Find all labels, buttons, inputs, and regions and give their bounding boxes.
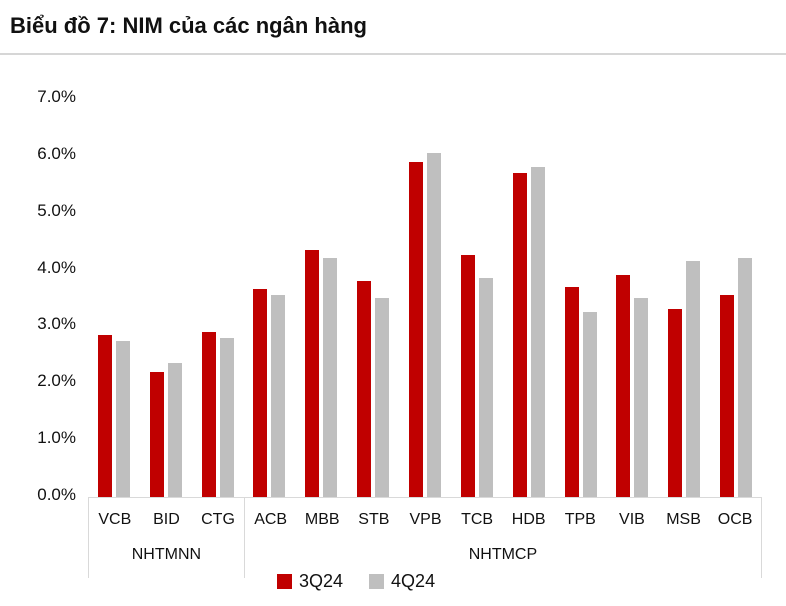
category-ocb [710, 99, 762, 497]
plot-area [88, 99, 762, 497]
bank-label-hdb: HDB [511, 511, 546, 528]
bank-label-vib: VIB [619, 511, 645, 528]
category-acb [244, 99, 296, 497]
bar-pair [668, 99, 701, 497]
category-stb [347, 99, 399, 497]
bar-tpb-4q24 [582, 312, 597, 497]
category-bid [140, 99, 192, 497]
category-vib [606, 99, 658, 497]
category-tpb [555, 99, 607, 497]
bank-label-ocb: OCB [717, 511, 753, 528]
bar-pair [253, 99, 286, 497]
bar-ocb-4q24 [738, 258, 753, 497]
bank-label-tcb: TCB [461, 511, 494, 528]
y-tick-label: 6.0% [37, 143, 76, 163]
legend-swatch-icon [277, 573, 292, 589]
bar-tcb-4q24 [478, 278, 493, 497]
bar-pair [408, 99, 441, 497]
bank-label-msb: MSB [666, 511, 701, 528]
bank-label-row: ACB MBB STB VPB TCB HDB TPB VIB MSB OCB [245, 498, 761, 542]
bank-label-mbb: MBB [304, 511, 340, 528]
bar-tcb-3q24 [460, 255, 475, 497]
bar-vcb-3q24 [97, 334, 112, 497]
group-label-nhtmnn: NHTMNN [131, 546, 202, 563]
y-tick-label: 7.0% [37, 87, 76, 106]
category-tcb [451, 99, 503, 497]
bar-pair [305, 99, 338, 497]
bar-stb-4q24 [375, 298, 390, 497]
category-axis: VCB BID CTG NHTMNN ACB MBB STB VPB TCB HDB TPB VIB M… [88, 497, 762, 578]
y-tick-label: 2.0% [37, 371, 76, 391]
bar-vpb-4q24 [426, 153, 441, 497]
bar-msb-4q24 [686, 261, 701, 497]
bar-mbb-4q24 [323, 258, 338, 497]
bank-label-vpb: VPB [409, 511, 442, 528]
group-box-nhtmnn: VCB BID CTG NHTMNN [88, 498, 244, 578]
title-divider [0, 53, 786, 55]
bar-acb-3q24 [253, 289, 268, 497]
category-vcb [88, 99, 140, 497]
category-vpb [399, 99, 451, 497]
legend-label: 3Q24 [299, 570, 344, 591]
bar-vcb-4q24 [115, 340, 130, 497]
bank-label-stb: STB [358, 511, 390, 528]
bank-label-row: VCB BID CTG [89, 498, 244, 542]
y-tick-label: 1.0% [37, 428, 76, 448]
bank-label-tpb: TPB [564, 511, 596, 528]
legend-item-3q24: 3Q24 [277, 571, 343, 592]
y-tick-label: 4.0% [37, 257, 76, 277]
legend-swatch-icon [369, 573, 385, 589]
bar-pair [564, 99, 597, 497]
y-tick-label: 5.0% [37, 200, 76, 220]
bar-pair [720, 99, 753, 497]
chart-title: Biểu đồ 7: NIM của các ngân hàng [10, 13, 367, 38]
bar-vpb-3q24 [408, 161, 423, 497]
bar-stb-3q24 [357, 280, 372, 497]
bar-pair [512, 99, 545, 497]
bar-bid-4q24 [167, 363, 182, 497]
bank-label-bid: BID [153, 511, 180, 528]
bar-ocb-3q24 [720, 295, 735, 497]
bar-pair [201, 99, 234, 497]
bar-ctg-3q24 [201, 332, 216, 497]
bar-vib-3q24 [616, 275, 631, 497]
bank-label-ctg: CTG [201, 511, 235, 528]
bar-acb-4q24 [271, 295, 286, 497]
bar-hdb-4q24 [530, 167, 545, 497]
bar-pair [97, 99, 130, 497]
bar-msb-3q24 [668, 309, 683, 497]
category-msb [658, 99, 710, 497]
bank-label-acb: ACB [254, 511, 288, 528]
group-box-nhtmcp: ACB MBB STB VPB TCB HDB TPB VIB MSB OCB NHTMCP [243, 498, 762, 578]
bar-ctg-4q24 [219, 337, 234, 497]
category-mbb [295, 99, 347, 497]
bar-vib-4q24 [634, 298, 649, 497]
category-ctg [192, 99, 244, 497]
y-tick-label: 0.0% [37, 485, 76, 504]
y-tick-label: 3.0% [37, 314, 76, 334]
bar-pair [460, 99, 493, 497]
legend-item-4q24: 4Q24 [369, 571, 435, 592]
bar-pair [357, 99, 390, 497]
group-label-nhtmcp: NHTMCP [468, 546, 538, 563]
bar-pair [616, 99, 649, 497]
y-axis: 0.0% 1.0% 2.0% 3.0% 4.0% 5.0% 6.0% 7.0% [0, 87, 80, 504]
bar-pair [149, 99, 182, 497]
legend: 3Q24 4Q24 [277, 570, 435, 592]
category-hdb [503, 99, 555, 497]
legend-label: 4Q24 [391, 570, 436, 591]
bar-hdb-3q24 [512, 172, 527, 497]
bar-mbb-3q24 [305, 249, 320, 497]
bar-bid-3q24 [149, 371, 164, 497]
bar-tpb-3q24 [564, 286, 579, 497]
bank-label-vcb: VCB [98, 511, 132, 528]
